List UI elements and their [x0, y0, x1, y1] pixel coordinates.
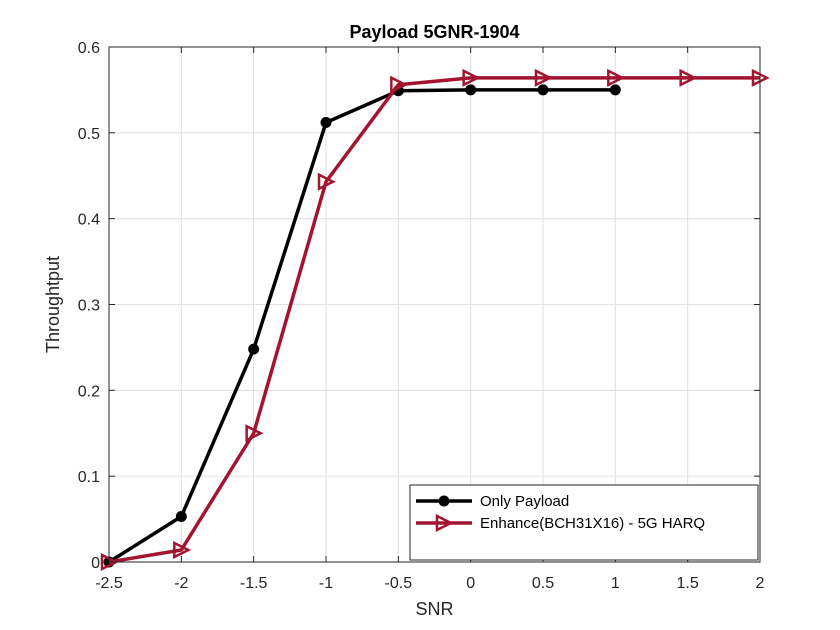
y-tick-label: 0.2: [78, 383, 100, 400]
series-1-point: [248, 343, 260, 355]
legend-label: Enhance(BCH31X16) - 5G HARQ: [480, 515, 705, 532]
y-tick-label: 0.6: [78, 40, 100, 57]
series-2-point: [173, 540, 192, 560]
series-1-point: [320, 117, 332, 129]
y-tick-label: 0: [91, 555, 100, 572]
x-tick-label: -0.5: [385, 575, 413, 592]
legend: Only Payload Enhance(BCH31X16) - 5G HARQ: [409, 484, 759, 561]
legend-entry: Enhance(BCH31X16) - 5G HARQ: [416, 513, 705, 533]
series-1-point: [537, 84, 549, 96]
series-2-point: [607, 68, 626, 87]
series-2-point: [390, 75, 409, 94]
y-tick-label: 0.5: [78, 126, 100, 143]
series-2-point: [245, 424, 264, 443]
x-tick-label: -2: [174, 575, 188, 592]
series-2-point: [462, 68, 481, 87]
x-tick-label: 0.5: [532, 575, 554, 592]
series-1-point: [465, 84, 477, 96]
x-tick-label: 1.5: [677, 575, 699, 592]
series-layer: [100, 68, 770, 572]
x-tick-label: 0: [466, 575, 475, 592]
legend-swatch-marker: [438, 495, 450, 507]
legend-swatch-marker: [435, 513, 454, 533]
series-1-line: [108, 88, 616, 564]
series-2-point: [317, 172, 336, 191]
chart-title: Payload 5GNR-1904: [349, 22, 519, 42]
y-tick-label: 0.1: [78, 469, 100, 486]
x-tick-label: 1: [611, 575, 620, 592]
series-1-point: [609, 84, 621, 96]
y-tick-label: 0.4: [78, 212, 100, 229]
series-1-point: [175, 511, 187, 523]
x-axis-label: SNR: [415, 599, 453, 619]
x-tick-label: -1: [319, 575, 333, 592]
y-axis-label: Throughtput: [43, 256, 63, 353]
y-tick-label: 0.3: [78, 298, 100, 315]
legend-label: Only Payload: [480, 493, 569, 510]
x-tick-label: -2.5: [95, 575, 123, 592]
x-tick-label: -1.5: [240, 575, 268, 592]
series-2: [100, 68, 770, 572]
axis-ticks: -2.5 -2 -1.5 -1 -0.5 0 0.5 1 1.5 2 0 0.1 0.2 0.3 0.4 0.…: [78, 40, 765, 592]
x-tick-label: 2: [756, 575, 765, 592]
legend-entry: Only Payload: [416, 493, 569, 510]
series-2-line: [108, 76, 760, 564]
series-2-point: [534, 68, 553, 87]
series-2-point: [679, 68, 698, 87]
